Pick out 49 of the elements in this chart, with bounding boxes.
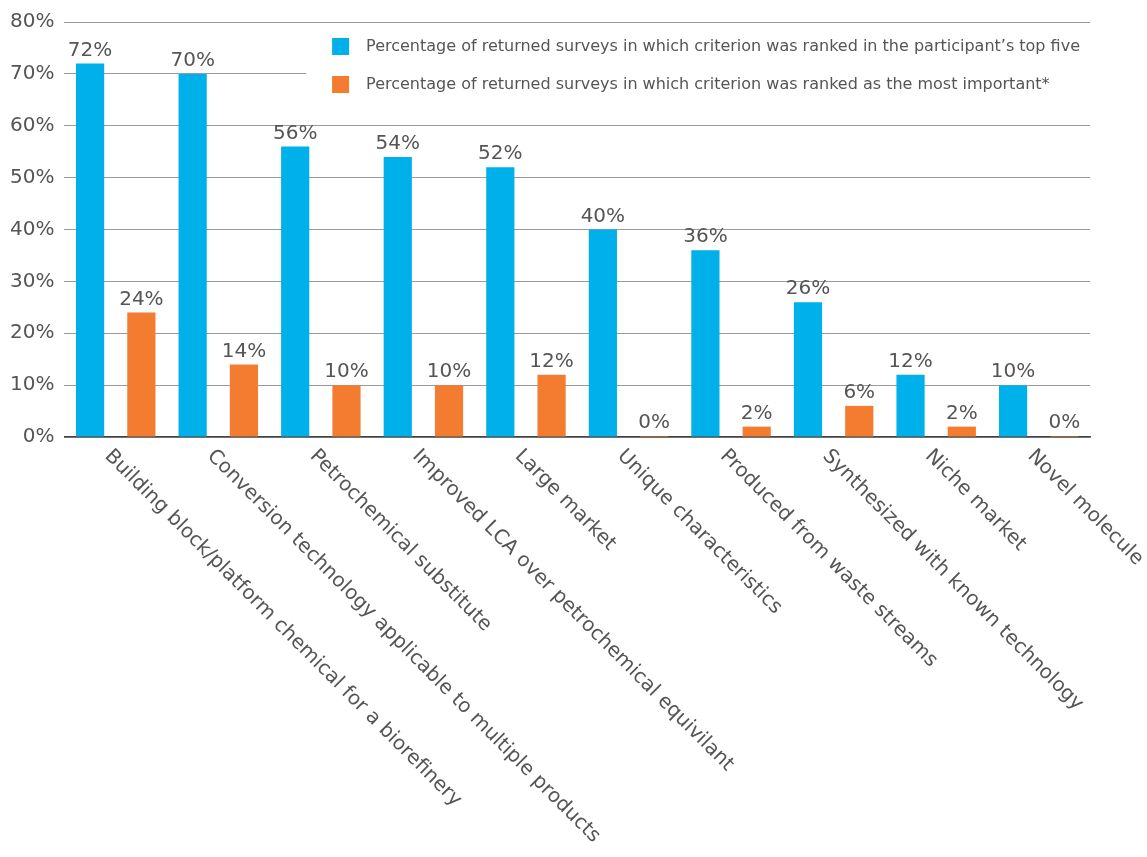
data-label: 10%	[324, 358, 369, 383]
data-label: 56%	[272, 119, 318, 144]
data-label: 10%	[426, 358, 472, 383]
data-label: 26%	[785, 275, 831, 300]
data-label: 70%	[170, 47, 215, 72]
y-tick-label: 40%	[10, 215, 55, 240]
bar	[947, 426, 976, 437]
y-tick-label: 20%	[10, 319, 55, 344]
data-label: 36%	[683, 223, 728, 248]
y-tick-label: 80%	[10, 8, 55, 33]
bar	[332, 385, 361, 437]
bar	[845, 405, 874, 437]
bar	[127, 312, 156, 437]
data-label: 6%	[843, 379, 876, 404]
data-label: 52%	[478, 140, 523, 165]
bar	[588, 229, 617, 437]
data-label: 0%	[638, 409, 671, 434]
data-label: 72%	[67, 36, 113, 61]
bar	[486, 167, 515, 437]
legend-label: Percentage of returned surveys in which criterion was ranked as the most important*	[366, 74, 1050, 94]
bar	[691, 250, 720, 437]
y-tick-label: 0%	[22, 423, 55, 448]
data-label: 2%	[740, 399, 773, 424]
bar	[793, 302, 823, 437]
bar	[742, 426, 771, 437]
data-label: 40%	[580, 202, 626, 227]
data-label: 12%	[529, 347, 574, 372]
data-label: 2%	[945, 399, 978, 424]
bar	[537, 374, 566, 437]
data-label: 12%	[888, 347, 933, 372]
legend-label: Percentage of returned surveys in which criterion was ranked in the participant’s top five	[366, 36, 1080, 56]
y-tick-label: 60%	[10, 111, 55, 136]
bar	[383, 156, 412, 437]
data-label: 0%	[1048, 409, 1081, 434]
y-tick-label: 50%	[10, 163, 55, 188]
bar	[178, 73, 207, 437]
data-label: 10%	[990, 358, 1036, 383]
bar	[896, 374, 925, 437]
y-tick-label: 70%	[10, 60, 55, 85]
bar	[998, 385, 1028, 437]
bar	[281, 146, 310, 437]
data-label: 54%	[375, 130, 420, 155]
data-label: 14%	[221, 337, 267, 362]
y-tick-label: 10%	[10, 371, 55, 396]
y-tick-label: 30%	[10, 267, 55, 292]
bar	[434, 385, 464, 437]
bar	[75, 63, 105, 437]
data-label: 24%	[119, 285, 164, 310]
bar	[229, 364, 259, 437]
